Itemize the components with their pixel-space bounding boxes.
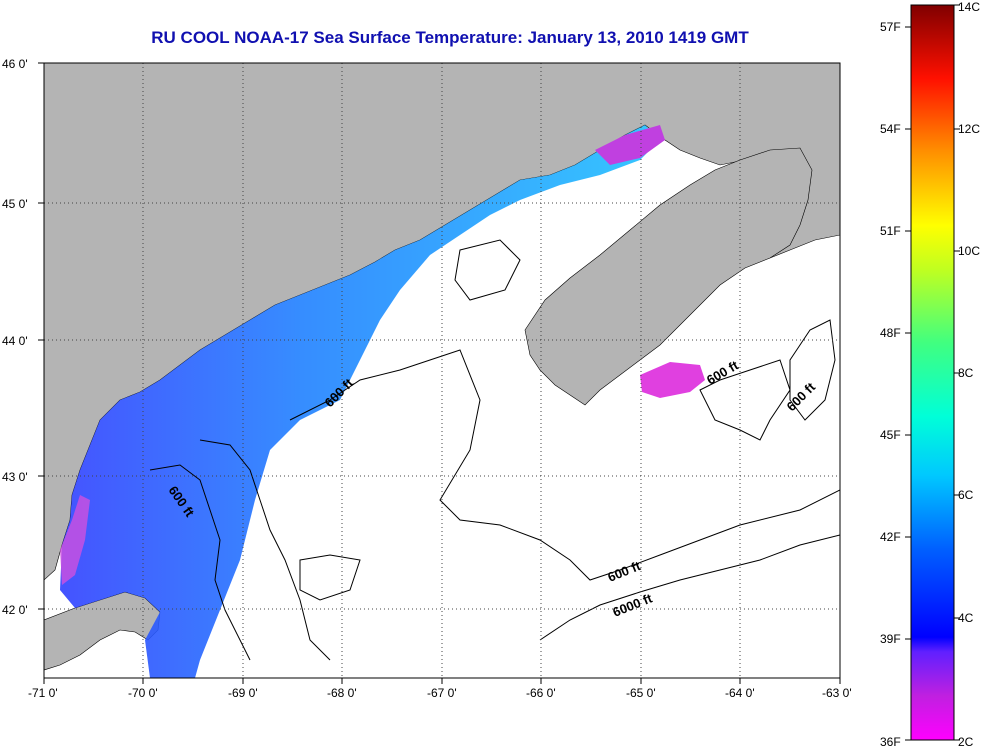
colorbar-f-label: 54F: [880, 122, 901, 136]
sst-cold-patch-fundy: [595, 125, 665, 165]
colorbar-f-label: 45F: [880, 428, 901, 442]
grid-lines: [44, 63, 840, 678]
colorbar-f-label: 51F: [880, 224, 901, 238]
lat-tick-label: 43 0': [2, 470, 28, 484]
lon-tick-label: -63 0': [822, 686, 852, 700]
lon-tick-label: -71 0': [28, 686, 58, 700]
axis-ticks: [38, 62, 841, 684]
colorbar: [910, 4, 955, 741]
lon-tick-label: -64 0': [725, 686, 755, 700]
lon-tick-label: -65 0': [626, 686, 656, 700]
lat-tick-label: 44 0': [2, 334, 28, 348]
lon-tick-label: -67 0': [427, 686, 457, 700]
colorbar-c-label: 2C: [958, 735, 974, 749]
sst-cold-patch-coast: [60, 495, 90, 585]
colorbar-c-label: 6C: [958, 488, 974, 502]
sst-cold-patch-nova-scotia: [640, 362, 705, 398]
lat-tick-label: 42 0': [2, 603, 28, 617]
land-nova-scotia: [524, 147, 813, 406]
colorbar-f-label: 36F: [880, 735, 901, 749]
chart-title: RU COOL NOAA-17 Sea Surface Temperature:…: [151, 28, 749, 47]
lon-tick-label: -68 0': [327, 686, 357, 700]
colorbar-f-label: 57F: [880, 20, 901, 34]
lon-tick-label: -66 0': [526, 686, 556, 700]
colorbar-c-label: 8C: [958, 366, 974, 380]
colorbar-f-label: 48F: [880, 326, 901, 340]
colorbar-ticks: [905, 4, 960, 741]
lon-tick-label: -69 0': [228, 686, 258, 700]
depth-contours: [149, 239, 840, 661]
colorbar-c-label: 10C: [958, 244, 980, 258]
lat-tick-label: 45 0': [2, 197, 28, 211]
lat-tick-label: 46 0': [2, 57, 28, 71]
colorbar-c-label: 14C: [958, 0, 980, 14]
sst-data-band: [60, 125, 660, 678]
colorbar-f-label: 42F: [880, 530, 901, 544]
colorbar-c-label: 4C: [958, 611, 974, 625]
lon-tick-label: -70 0': [128, 686, 158, 700]
colorbar-f-label: 39F: [880, 632, 901, 646]
colorbar-c-label: 12C: [958, 122, 980, 136]
